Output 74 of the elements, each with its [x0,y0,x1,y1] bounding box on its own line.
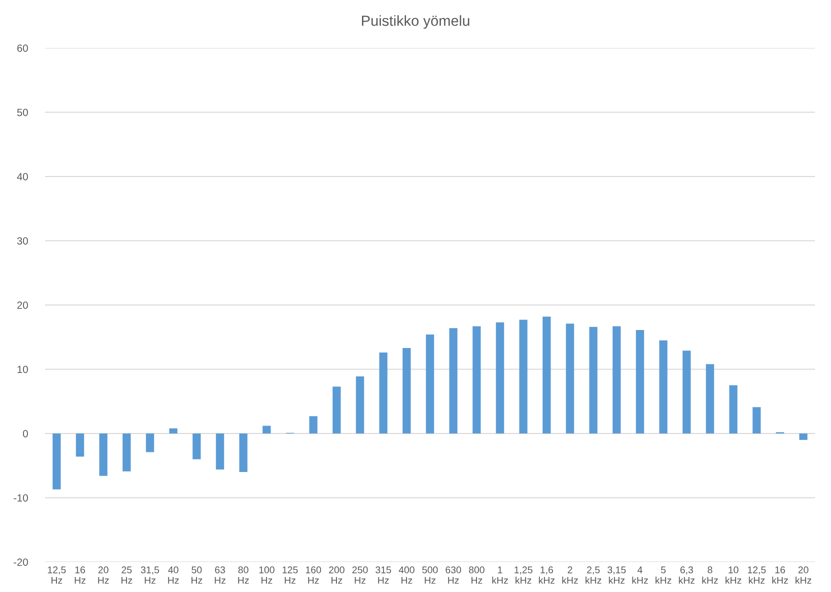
bar [309,416,318,434]
x-tick-label: 16 kHz [772,566,788,584]
x-tick-label: 8 kHz [702,566,718,584]
bar [636,330,644,434]
x-tick-label: 2 kHz [562,566,578,584]
bar [449,328,458,434]
y-tick-label: 0 [22,430,28,438]
x-tick-label: 63 Hz [214,566,226,584]
x-tick-label: 800 Hz [468,566,484,584]
bar [519,320,528,434]
bar [426,334,434,434]
x-tick-label: 125 Hz [282,566,298,584]
bar [799,434,808,440]
x-tick-label: 80 Hz [238,566,249,584]
bar [122,434,131,472]
y-tick-label: 10 [18,366,28,374]
x-tick-label: 500 Hz [422,566,438,584]
bar [169,428,178,434]
bar [659,340,668,434]
x-tick-label: 20 kHz [796,566,812,584]
x-tick-label: 31,5 Hz [140,566,160,584]
x-tick-label: 250 Hz [352,566,368,584]
bar [612,326,621,434]
x-tick-label: 5 kHz [656,566,672,584]
x-tick-label: 20 Hz [98,566,109,584]
x-tick-label: 16 Hz [74,566,86,584]
bar [262,426,271,434]
x-tick-label: 630 Hz [446,566,462,584]
bar [356,376,364,434]
bar [192,434,201,460]
y-tick-label: 20 [17,302,28,309]
y-tick-label: 50 [17,108,28,116]
x-tick-label: 2,5 kHz [586,566,602,584]
x-tick-label: 315 Hz [376,566,392,584]
bar [146,434,154,452]
x-tick-label: 3,15 kHz [608,566,626,584]
x-tick-label: 4 kHz [632,566,648,584]
x-tick-label: 160 Hz [306,566,322,584]
x-tick-label: 1,25 kHz [514,566,532,584]
chart-title: Puistikko yömelu [362,15,470,29]
bar [682,350,691,434]
x-tick-label: 1,6 kHz [538,566,555,584]
bar [52,434,61,490]
y-tick-label: 30 [17,237,28,245]
x-tick-label: 40 Hz [168,566,179,584]
bar [589,326,598,434]
bar [76,434,84,457]
x-tick-label: 12,5 Hz [48,566,66,584]
bar [566,324,574,434]
y-tick-label: -20 [14,558,28,566]
bar [496,322,504,434]
x-tick-label: 10 kHz [726,566,742,584]
x-tick-label: 6,3 kHz [678,566,695,584]
bar [99,434,108,476]
x-tick-label: 1 kHz [492,566,508,584]
y-tick-label: 40 [16,173,28,180]
bar [402,348,411,434]
x-tick-label: 12,5 kHz [748,566,766,584]
x-tick-label: 400 Hz [398,566,414,584]
bar [706,364,714,434]
x-tick-label: 50 Hz [192,566,202,584]
bar [752,407,761,434]
bar [542,316,551,434]
x-tick-label: 200 Hz [329,566,344,584]
x-tick-label: 100 Hz [259,566,274,584]
bar [216,434,224,470]
y-tick-label: 60 [17,44,28,52]
bar [729,385,738,434]
x-tick-label: 25 Hz [122,566,132,584]
bar [332,386,341,434]
y-tick-label: -10 [14,494,28,502]
bar [239,434,248,472]
bar [379,352,388,434]
bar [472,326,481,434]
